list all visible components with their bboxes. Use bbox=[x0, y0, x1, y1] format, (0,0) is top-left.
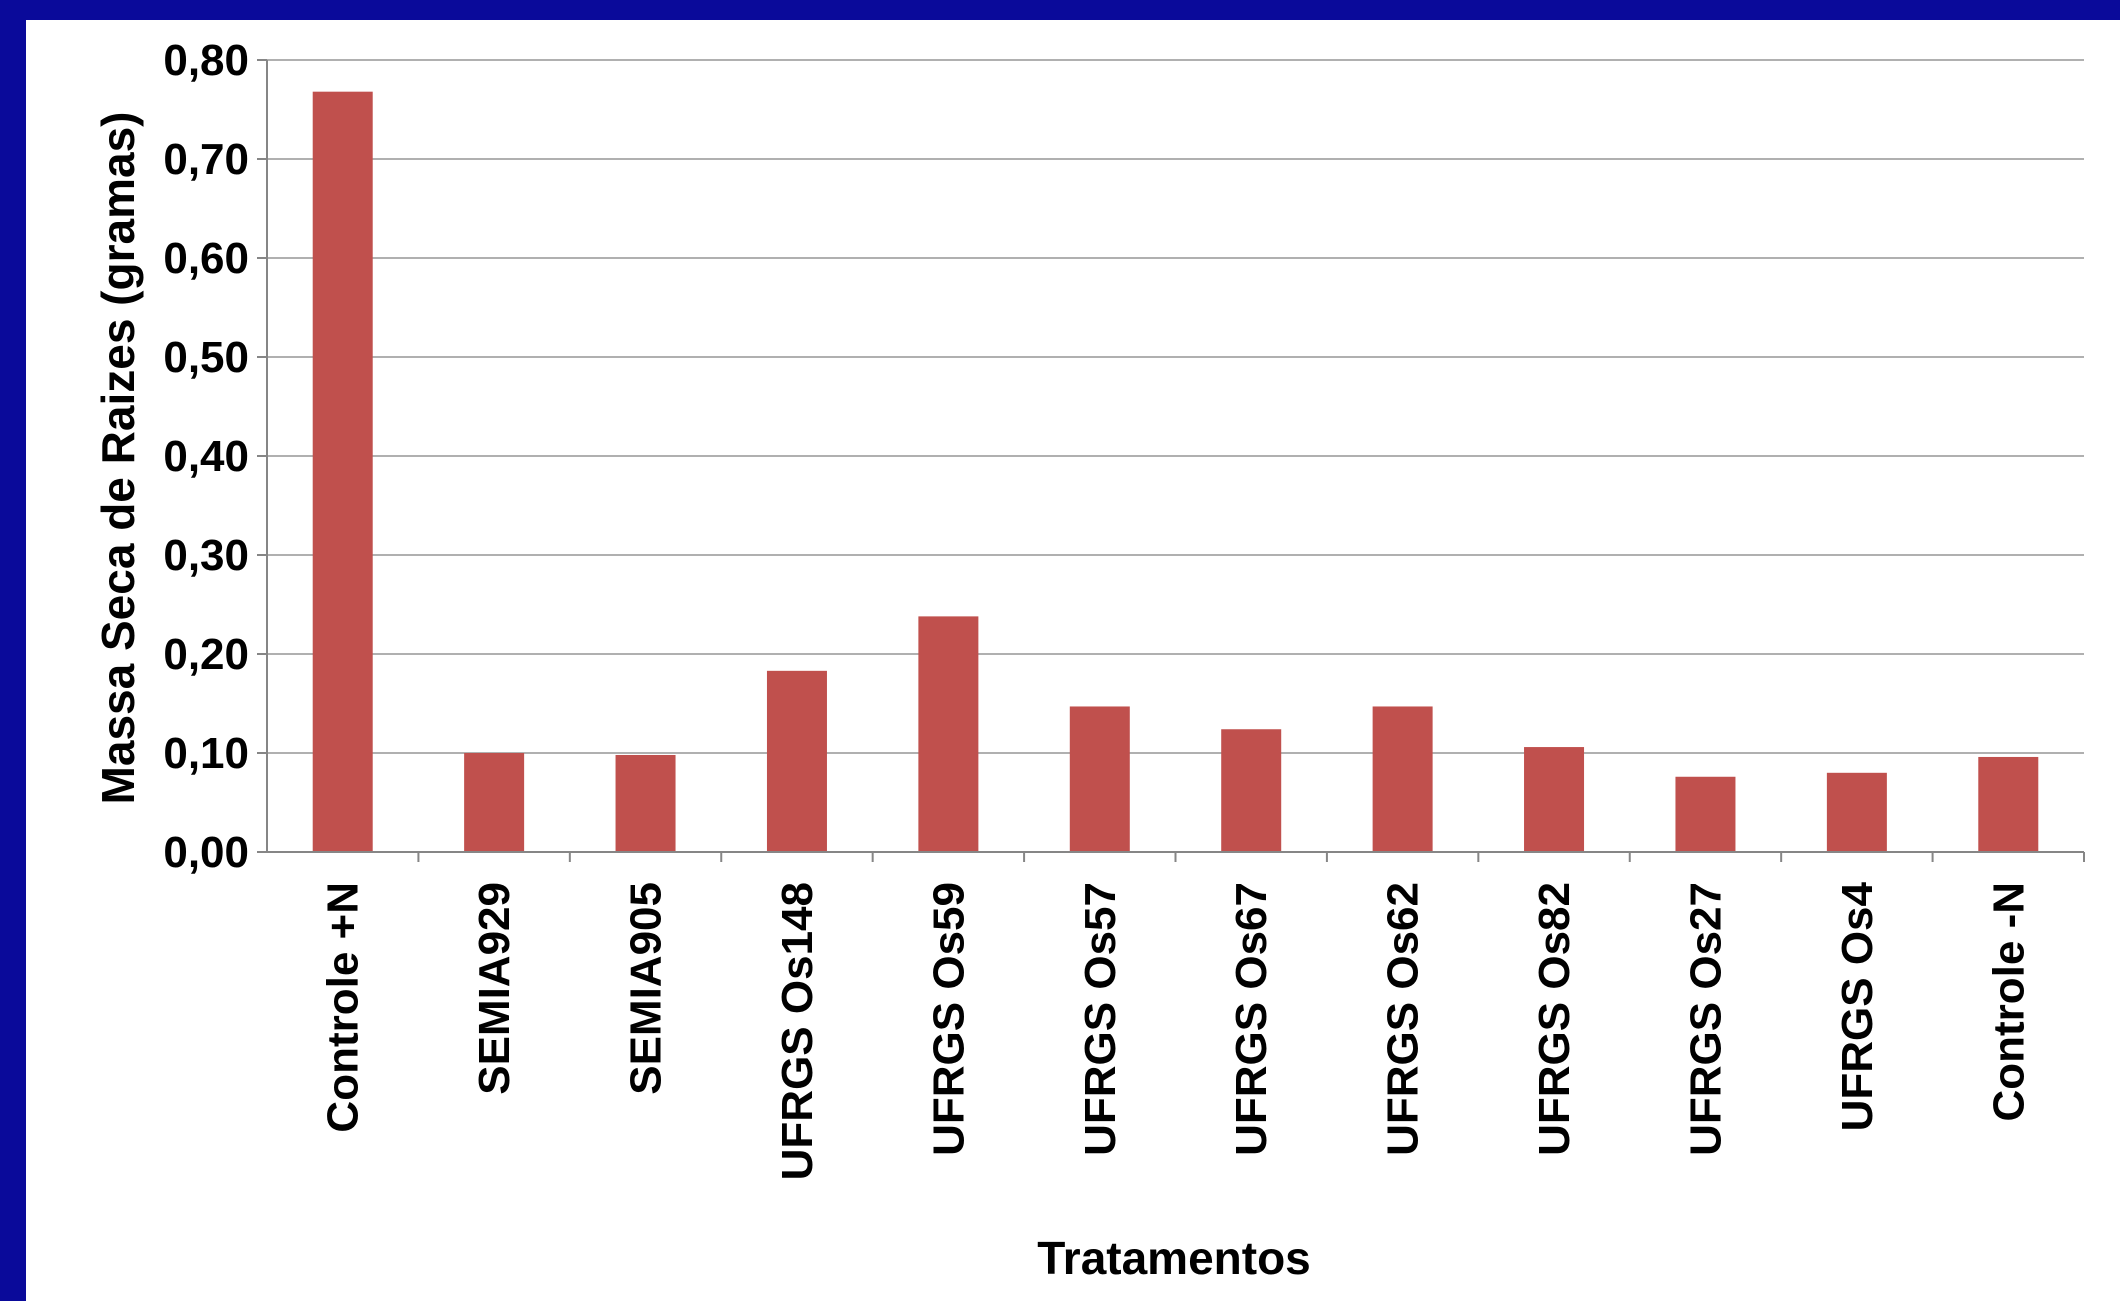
x-tick-label: UFRGS Os62 bbox=[1379, 882, 1428, 1156]
y-axis-label: Massa Seca de Raizes (gramas) bbox=[92, 112, 144, 805]
y-tick-label: 0,10 bbox=[163, 729, 249, 778]
bar-chart: 0,00 0,10 0,20 0,30 0,40 0,50 0,60 0,70 0,80 Con… bbox=[92, 36, 2085, 1284]
x-tick-label: UFRGS Os4 bbox=[1833, 881, 1882, 1131]
y-tick-label: 0,60 bbox=[163, 234, 249, 283]
x-tick-label: Controle -N bbox=[1984, 882, 2033, 1122]
bar bbox=[766, 670, 827, 852]
y-tick-label: 0,30 bbox=[163, 531, 249, 580]
bar bbox=[615, 754, 676, 852]
y-tick-label: 0,70 bbox=[163, 135, 249, 184]
bar bbox=[1221, 729, 1282, 852]
y-tick-label: 0,50 bbox=[163, 333, 249, 382]
x-tick-label: UFRGS Os148 bbox=[773, 882, 822, 1180]
y-tick-labels: 0,00 0,10 0,20 0,30 0,40 0,50 0,60 0,70 0,80 bbox=[163, 36, 249, 877]
bar bbox=[1372, 706, 1433, 852]
y-tick-label: 0,80 bbox=[163, 36, 249, 85]
x-tick-label: UFRGS Os57 bbox=[1076, 882, 1125, 1156]
x-axis-label: Tratamentos bbox=[1037, 1232, 1311, 1284]
axes bbox=[257, 59, 2085, 862]
chart-panel: 0,00 0,10 0,20 0,30 0,40 0,50 0,60 0,70 0,80 Con… bbox=[26, 20, 2120, 1301]
x-tick-label: Controle +N bbox=[319, 882, 368, 1133]
x-tick-label: UFRGS Os59 bbox=[924, 882, 973, 1156]
bar bbox=[1069, 706, 1130, 852]
gridlines bbox=[267, 59, 2084, 754]
bar bbox=[1524, 747, 1585, 852]
bar bbox=[1978, 756, 2039, 852]
bar bbox=[918, 616, 979, 852]
x-tick-label: SEMIA929 bbox=[470, 882, 519, 1095]
bar bbox=[312, 91, 373, 853]
y-tick-label: 0,00 bbox=[163, 828, 249, 877]
bar bbox=[1675, 776, 1736, 852]
bars bbox=[312, 91, 2039, 853]
y-tick-label: 0,20 bbox=[163, 630, 249, 679]
x-tick-label: UFRGS Os67 bbox=[1227, 882, 1276, 1156]
bar bbox=[464, 753, 525, 852]
y-tick-label: 0,40 bbox=[163, 432, 249, 481]
bar bbox=[1826, 772, 1887, 852]
x-tick-label: UFRGS Os82 bbox=[1530, 882, 1579, 1156]
x-tick-labels: Controle +N SEMIA929 SEMIA905 UFRGS Os148 UF… bbox=[319, 881, 2034, 1180]
x-tick-label: UFRGS Os27 bbox=[1681, 882, 1730, 1156]
x-tick-label: SEMIA905 bbox=[622, 882, 671, 1095]
